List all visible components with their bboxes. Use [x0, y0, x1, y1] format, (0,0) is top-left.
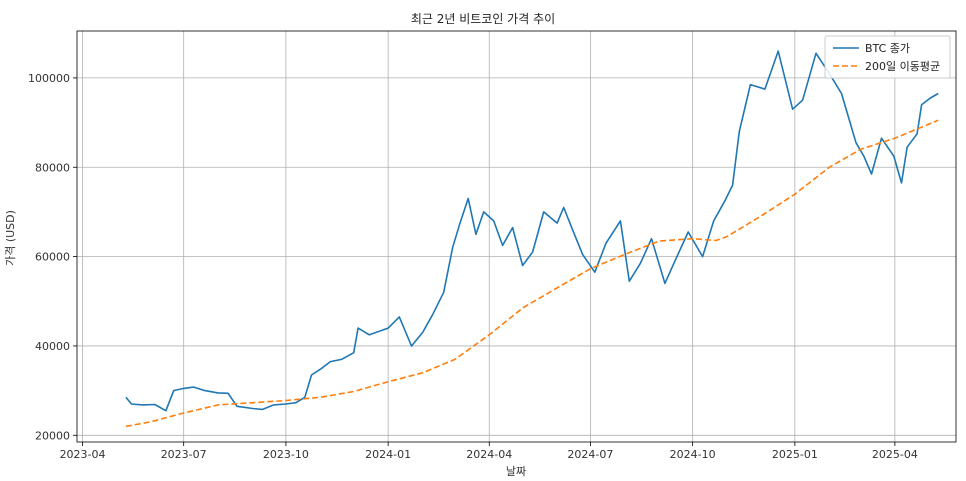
legend-box [824, 35, 951, 79]
y-tick-label: 80000 [35, 161, 70, 174]
y-tick-label: 100000 [28, 72, 70, 85]
x-tick-label: 2024-01 [365, 448, 411, 461]
y-axis: 20000 40000 60000 80000 100000 [28, 72, 77, 442]
x-tick-label: 2024-10 [670, 448, 716, 461]
y-tick-label: 40000 [35, 340, 70, 353]
x-axis-label: 날짜 [506, 465, 526, 478]
x-tick-label: 2024-04 [466, 448, 512, 461]
btc-close-line [125, 50, 939, 412]
x-tick-label: 2023-10 [263, 448, 309, 461]
moving-average-line [125, 119, 939, 428]
y-tick-label: 60000 [35, 251, 70, 264]
y-axis-label: 가격 (USD) [4, 210, 17, 266]
x-tick-label: 2023-04 [60, 448, 106, 461]
x-tick-label: 2024-07 [567, 448, 613, 461]
x-tick-label: 2025-01 [772, 448, 818, 461]
x-tick-label: 2023-07 [161, 448, 207, 461]
x-tick-label: 2025-04 [872, 448, 918, 461]
plot-frame [76, 30, 957, 443]
y-tick-label: 20000 [35, 429, 70, 442]
legend-label: 200일 이동평균 [865, 59, 940, 73]
legend-label: BTC 종가 [865, 42, 910, 55]
x-axis: 2023-04 2023-07 2023-10 2024-01 2024-04 2024-… [60, 442, 918, 461]
chart-title: 최근 2년 비트코인 가격 추이 [411, 12, 555, 26]
legend: BTC 종가 200일 이동평균 [824, 35, 951, 79]
series-layer [125, 50, 939, 428]
